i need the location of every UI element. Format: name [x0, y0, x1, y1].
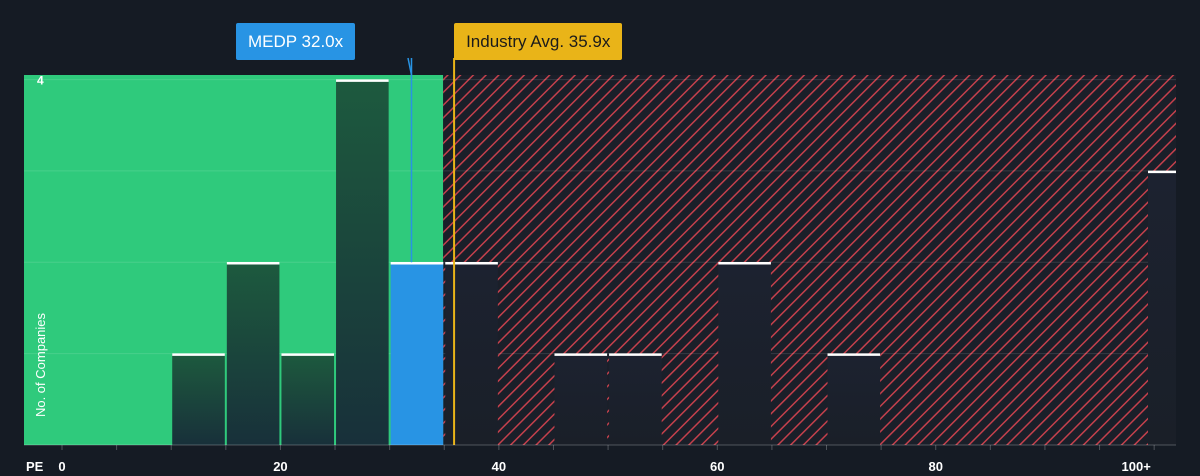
bar: [718, 262, 771, 445]
x-tick-label: 100+: [1122, 459, 1152, 474]
x-axis-title: PE: [26, 459, 44, 474]
x-tick-label: 40: [492, 459, 506, 474]
company-pe-callout: MEDP 32.0x: [236, 23, 356, 60]
bar: [1148, 170, 1176, 446]
overvalued-zone: [443, 75, 1177, 445]
x-tick-label: 80: [928, 459, 942, 474]
x-tick-label: 20: [273, 459, 287, 474]
company-callout-connector: [407, 57, 413, 76]
bar: [609, 353, 662, 445]
axes: 0 20 40 60 80 100+ PE 4 No. of Companies: [24, 74, 1176, 474]
industry-average-callout: Industry Avg. 35.9x: [454, 23, 623, 60]
bar: [554, 353, 608, 445]
bar: [226, 262, 280, 445]
y-tick-label: 4: [37, 74, 44, 88]
bars: [172, 79, 1176, 446]
bar: [827, 353, 881, 445]
bar: [390, 262, 444, 445]
bar: [172, 353, 225, 445]
x-tick-label: 60: [710, 459, 724, 474]
x-tick-label: 0: [58, 459, 65, 474]
bar: [336, 79, 389, 445]
bar: [281, 353, 335, 445]
marker-lines: [407, 57, 456, 445]
y-axis-title: No. of Companies: [33, 312, 48, 417]
